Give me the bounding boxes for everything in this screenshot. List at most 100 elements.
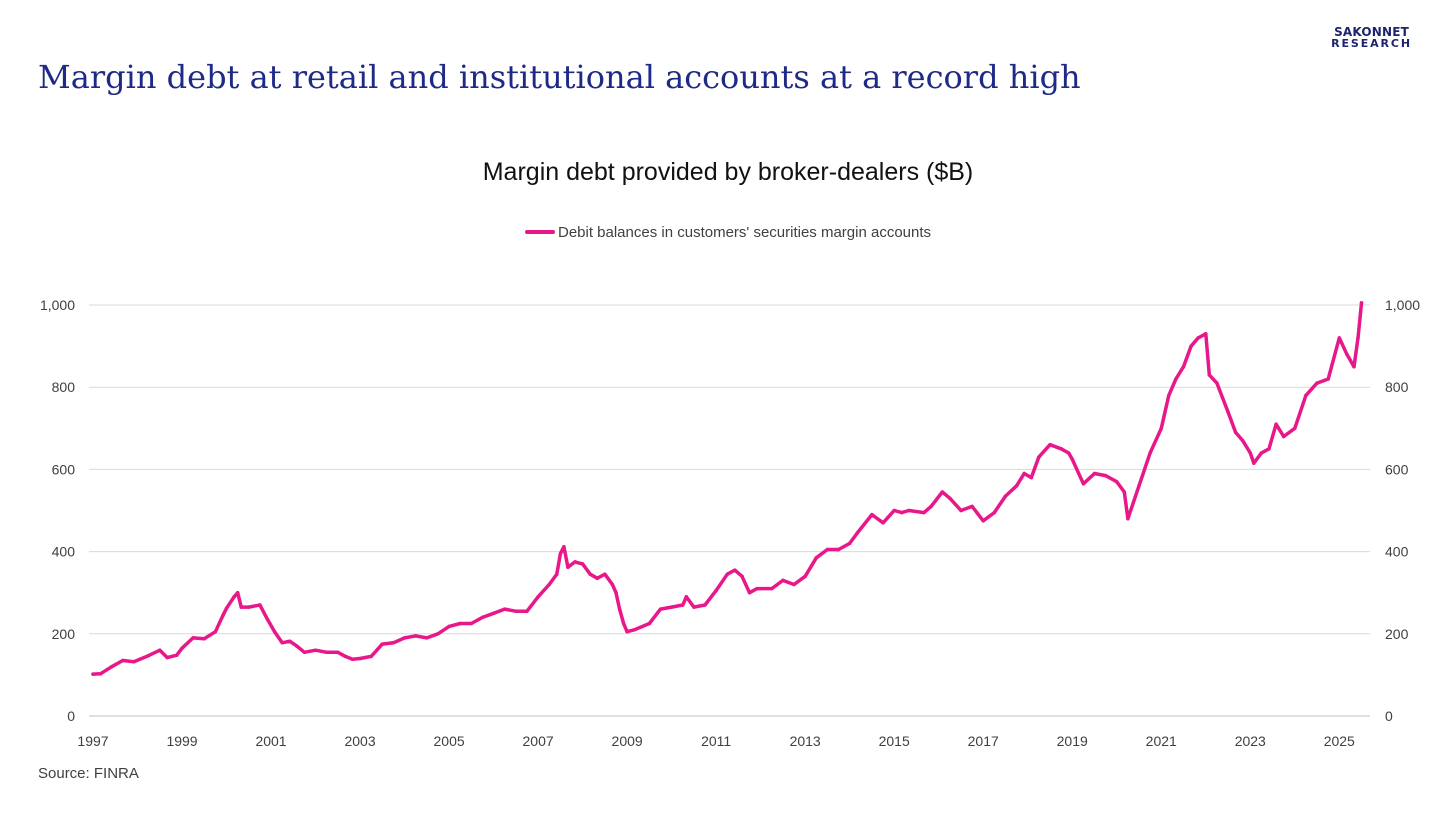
data-point: [747, 590, 752, 595]
data-point: [855, 531, 859, 535]
data-point: [929, 504, 933, 509]
data-point: [174, 653, 179, 657]
data-point: [358, 656, 362, 661]
data-point: [235, 590, 240, 595]
data-point: [1337, 336, 1342, 340]
chart-title: Margin debt provided by broker-dealers (…: [482, 158, 974, 186]
data-point: [959, 508, 963, 513]
data-point: [684, 595, 689, 599]
x-tick-label: 1997: [77, 733, 108, 749]
data-point: [91, 672, 95, 676]
y-tick-label-right: 1,000: [1385, 297, 1420, 313]
data-point: [992, 510, 997, 515]
data-point: [1356, 336, 1360, 340]
x-tick-label: 2013: [790, 733, 821, 749]
x-tick-label: 2003: [344, 733, 375, 749]
data-point: [1315, 381, 1319, 385]
data-point: [892, 508, 896, 513]
data-point: [562, 544, 566, 549]
data-point: [1204, 332, 1208, 336]
data-point: [313, 648, 318, 652]
data-point: [1181, 364, 1186, 369]
data-point: [603, 572, 607, 576]
data-point: [1293, 426, 1297, 431]
data-point: [1070, 457, 1074, 461]
data-point: [647, 621, 652, 626]
data-point: [413, 634, 418, 638]
data-point: [491, 611, 496, 616]
data-point: [814, 556, 819, 560]
data-point: [121, 658, 125, 663]
data-point: [324, 650, 329, 655]
data-point: [1267, 447, 1271, 451]
x-tick-label: 2021: [1146, 733, 1177, 749]
data-point: [302, 650, 307, 655]
data-point: [280, 641, 284, 645]
data-point: [547, 582, 551, 587]
data-point: [740, 574, 744, 579]
y-tick-label-right: 0: [1385, 708, 1393, 724]
data-point: [836, 547, 841, 552]
data-point: [158, 648, 162, 652]
data-point: [621, 621, 626, 626]
data-point: [900, 510, 904, 515]
data-point: [165, 655, 170, 660]
data-point: [287, 639, 292, 643]
data-point: [191, 636, 195, 640]
y-tick-label-right: 600: [1385, 461, 1409, 477]
data-point: [588, 572, 592, 576]
x-tick-label: 2011: [701, 733, 731, 749]
legend-swatch: [524, 230, 555, 235]
data-point: [213, 629, 218, 634]
data-point: [681, 603, 685, 607]
data-point: [221, 613, 225, 618]
data-point: [669, 605, 674, 609]
data-point: [825, 547, 830, 552]
data-point: [1137, 484, 1141, 488]
data-point: [1122, 490, 1127, 494]
data-point: [733, 568, 737, 572]
data-point: [658, 607, 663, 611]
data-point: [870, 512, 874, 517]
data-point: [343, 654, 348, 659]
x-tick-label: 2001: [255, 733, 286, 749]
source-note: Source: FINRA: [38, 765, 139, 782]
data-point: [1022, 471, 1026, 476]
data-point: [1174, 377, 1178, 381]
data-point: [1233, 430, 1238, 435]
data-point: [380, 642, 385, 646]
logo-line-2: RESEARCH: [1331, 37, 1412, 50]
y-tick-label-left: 600: [52, 461, 76, 477]
data-point: [725, 572, 730, 576]
x-tick-label: 2023: [1235, 733, 1266, 749]
data-point: [595, 576, 600, 581]
data-point: [247, 605, 251, 609]
series-line-margin-debt: [91, 301, 1364, 676]
data-point: [1281, 434, 1286, 439]
x-tick-label: 2017: [968, 733, 999, 749]
data-point: [625, 629, 629, 634]
data-point: [336, 650, 340, 655]
data-point: [1274, 422, 1278, 426]
data-point: [132, 659, 136, 664]
data-point: [1014, 484, 1019, 488]
y-tick-label-left: 400: [52, 544, 76, 560]
data-point: [1066, 451, 1071, 455]
data-point: [1352, 364, 1356, 369]
data-point: [1259, 451, 1264, 455]
data-point: [1226, 410, 1230, 414]
data-point: [1148, 451, 1152, 455]
data-point: [480, 615, 485, 620]
data-point: [1345, 352, 1349, 357]
data-point: [272, 629, 277, 634]
data-point: [1029, 475, 1034, 480]
data-point: [1304, 393, 1308, 398]
y-tick-label-left: 1,000: [40, 297, 75, 313]
data-point: [555, 572, 559, 576]
data-point: [1103, 473, 1108, 478]
data-point: [1196, 336, 1200, 340]
data-point: [258, 603, 262, 607]
data-point: [502, 607, 507, 611]
data-point: [436, 632, 440, 636]
data-point: [1240, 438, 1245, 443]
